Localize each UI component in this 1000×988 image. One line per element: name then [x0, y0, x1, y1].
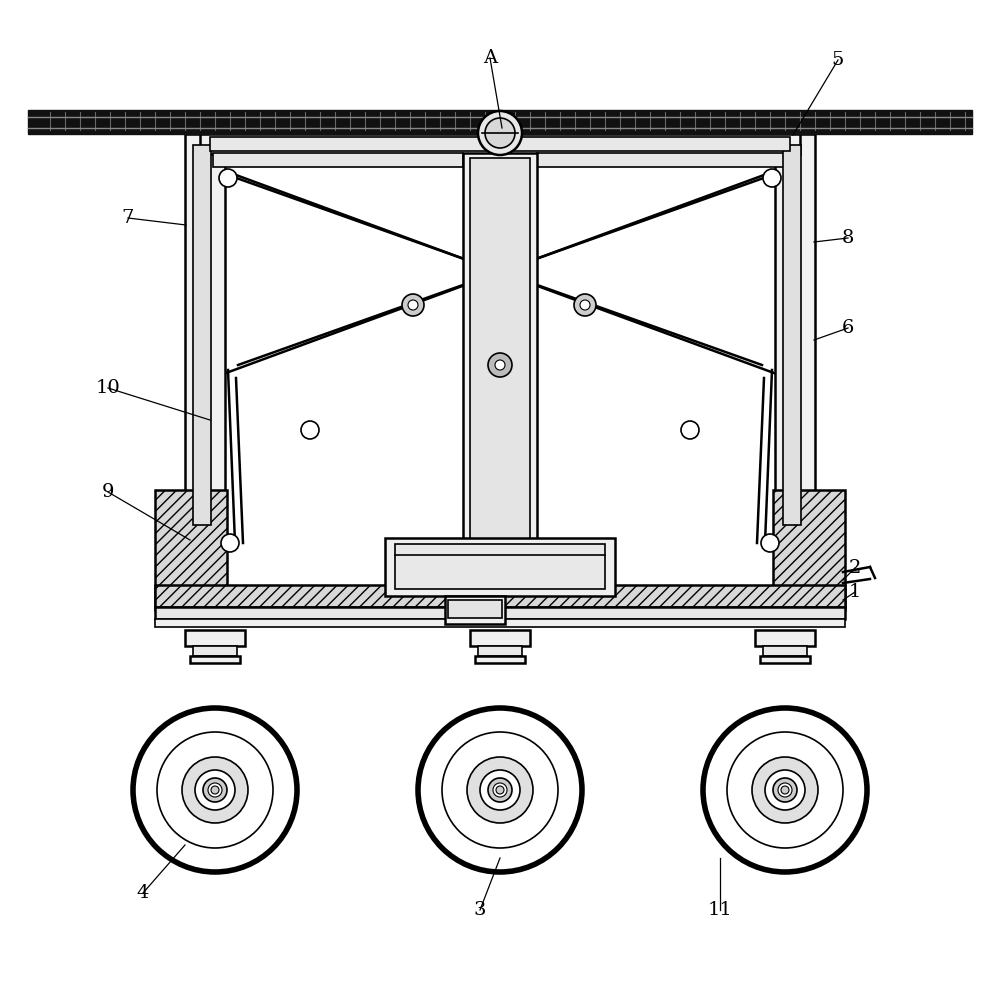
Circle shape [574, 294, 596, 316]
Circle shape [211, 786, 219, 794]
Circle shape [781, 786, 789, 794]
Circle shape [480, 770, 520, 810]
Circle shape [478, 111, 522, 155]
Circle shape [778, 783, 792, 797]
Bar [445, 596, 505, 624]
Circle shape [467, 757, 533, 823]
Bar [755, 630, 815, 646]
Bar [537, 153, 787, 167]
Bar [448, 600, 502, 618]
Circle shape [703, 708, 867, 872]
Circle shape [681, 421, 699, 439]
Circle shape [763, 169, 781, 187]
Circle shape [221, 534, 239, 552]
Text: 6: 6 [842, 319, 854, 337]
Bar [155, 490, 227, 610]
Text: 9: 9 [102, 483, 114, 501]
Circle shape [133, 708, 297, 872]
Bar [193, 145, 211, 525]
Circle shape [580, 300, 590, 310]
Bar [190, 656, 240, 663]
Text: 4: 4 [137, 884, 149, 902]
Bar [475, 656, 525, 663]
Bar [185, 134, 225, 584]
Bar [470, 630, 530, 646]
Bar [385, 538, 615, 596]
Bar [463, 153, 537, 553]
Bar [775, 134, 815, 584]
Bar [783, 145, 801, 525]
Circle shape [727, 732, 843, 848]
Text: 5: 5 [832, 51, 844, 69]
Circle shape [208, 783, 222, 797]
Circle shape [488, 353, 512, 377]
Text: 2: 2 [849, 559, 861, 577]
Text: 11: 11 [708, 901, 732, 919]
Bar [470, 158, 530, 548]
Bar [155, 619, 845, 627]
Circle shape [203, 778, 227, 802]
Circle shape [752, 757, 818, 823]
Bar [773, 490, 845, 610]
Bar [28, 110, 972, 134]
Circle shape [488, 778, 512, 802]
Circle shape [219, 169, 237, 187]
Bar [155, 585, 845, 607]
Bar [210, 137, 790, 151]
Text: 7: 7 [122, 209, 134, 227]
Circle shape [408, 300, 418, 310]
Text: 10: 10 [96, 379, 120, 397]
Circle shape [765, 770, 805, 810]
Text: 3: 3 [474, 901, 486, 919]
Circle shape [402, 294, 424, 316]
Bar [185, 630, 245, 646]
Circle shape [418, 708, 582, 872]
Bar [478, 646, 522, 656]
Bar [213, 153, 463, 167]
Circle shape [182, 757, 248, 823]
Bar [395, 544, 605, 589]
Circle shape [495, 360, 505, 370]
Circle shape [301, 421, 319, 439]
Circle shape [195, 770, 235, 810]
Circle shape [761, 534, 779, 552]
Circle shape [485, 118, 515, 148]
Circle shape [773, 778, 797, 802]
Circle shape [442, 732, 558, 848]
Circle shape [157, 732, 273, 848]
Text: A: A [483, 49, 497, 67]
Text: 1: 1 [849, 583, 861, 601]
Bar [760, 656, 810, 663]
Bar [200, 134, 800, 154]
Circle shape [496, 786, 504, 794]
Bar [155, 607, 845, 619]
Bar [763, 646, 807, 656]
Bar [193, 646, 237, 656]
Circle shape [493, 783, 507, 797]
Text: 8: 8 [842, 229, 854, 247]
